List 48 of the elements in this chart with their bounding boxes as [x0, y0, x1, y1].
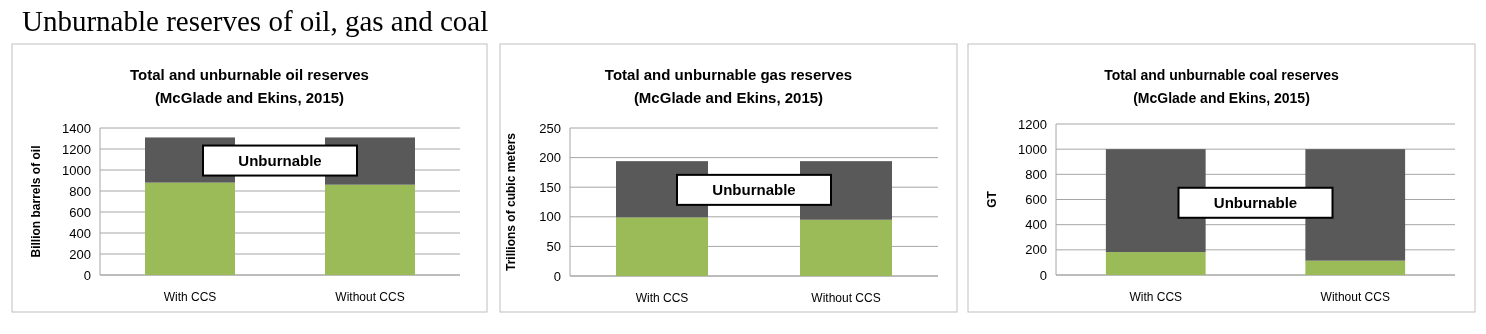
- y-axis-title: Billion barrels of oil: [29, 145, 43, 258]
- y-tick-label: 800: [69, 183, 91, 199]
- bar: [800, 219, 892, 276]
- y-tick-label: 50: [546, 238, 561, 254]
- chart-title: Total and unburnable oil reserves: [130, 66, 369, 83]
- text: Unburnable reserves of oil, gas and coal: [22, 5, 489, 37]
- y-tick-label: 250: [539, 120, 561, 136]
- y-tick-label: 1000: [62, 162, 91, 178]
- chart-title: Total and unburnable coal reserves: [1104, 67, 1340, 83]
- y-tick-label: 1200: [62, 141, 91, 157]
- y-tick-label: 0: [1039, 267, 1047, 283]
- bar: [1305, 260, 1406, 275]
- y-tick-label: 200: [69, 246, 91, 262]
- chart-subtitle: (McGlade and Ekins, 2015): [633, 89, 824, 106]
- bar: [145, 182, 235, 275]
- bar: [616, 217, 708, 276]
- y-tick-label: 800: [1025, 166, 1047, 182]
- y-tick-label: 150: [539, 179, 561, 195]
- y-tick-label: 1200: [1018, 116, 1047, 132]
- bar: [325, 184, 415, 275]
- bar: [1105, 252, 1206, 275]
- y-tick-label: 0: [83, 267, 91, 283]
- y-tick-label: 200: [539, 150, 561, 166]
- x-tick-label: Without CCS: [335, 290, 405, 304]
- annotation: Unburnable: [238, 151, 322, 169]
- x-tick-label: Without CCS: [811, 291, 881, 305]
- chart-subtitle: (McGlade and Ekins, 2015): [1133, 90, 1310, 106]
- bar: [1305, 149, 1406, 261]
- y-tick-label: 400: [69, 225, 91, 241]
- annotation: Unburnable: [1213, 194, 1298, 212]
- x-tick-label: Without CCS: [1320, 290, 1390, 304]
- y-tick-label: 400: [1025, 217, 1047, 233]
- y-tick-label: 600: [1025, 192, 1047, 208]
- bar: [1105, 149, 1206, 253]
- y-tick-label: 1000: [1018, 141, 1047, 157]
- y-tick-label: 600: [69, 204, 91, 220]
- chart-subtitle: (McGlade and Ekins, 2015): [154, 89, 345, 106]
- y-tick-label: 200: [1025, 242, 1047, 258]
- x-tick-label: With CCS: [635, 291, 689, 305]
- y-tick-label: 0: [553, 268, 561, 284]
- y-tick-label: 1400: [62, 120, 91, 136]
- y-tick-label: 100: [539, 209, 561, 225]
- y-axis-title: Trillions of cubic meters: [504, 132, 518, 272]
- x-tick-label: With CCS: [1129, 290, 1183, 304]
- y-axis-title: GT: [985, 190, 999, 208]
- x-tick-label: With CCS: [163, 290, 217, 304]
- annotation: Unburnable: [712, 181, 796, 199]
- chart-title: Total and unburnable gas reserves: [604, 66, 853, 83]
